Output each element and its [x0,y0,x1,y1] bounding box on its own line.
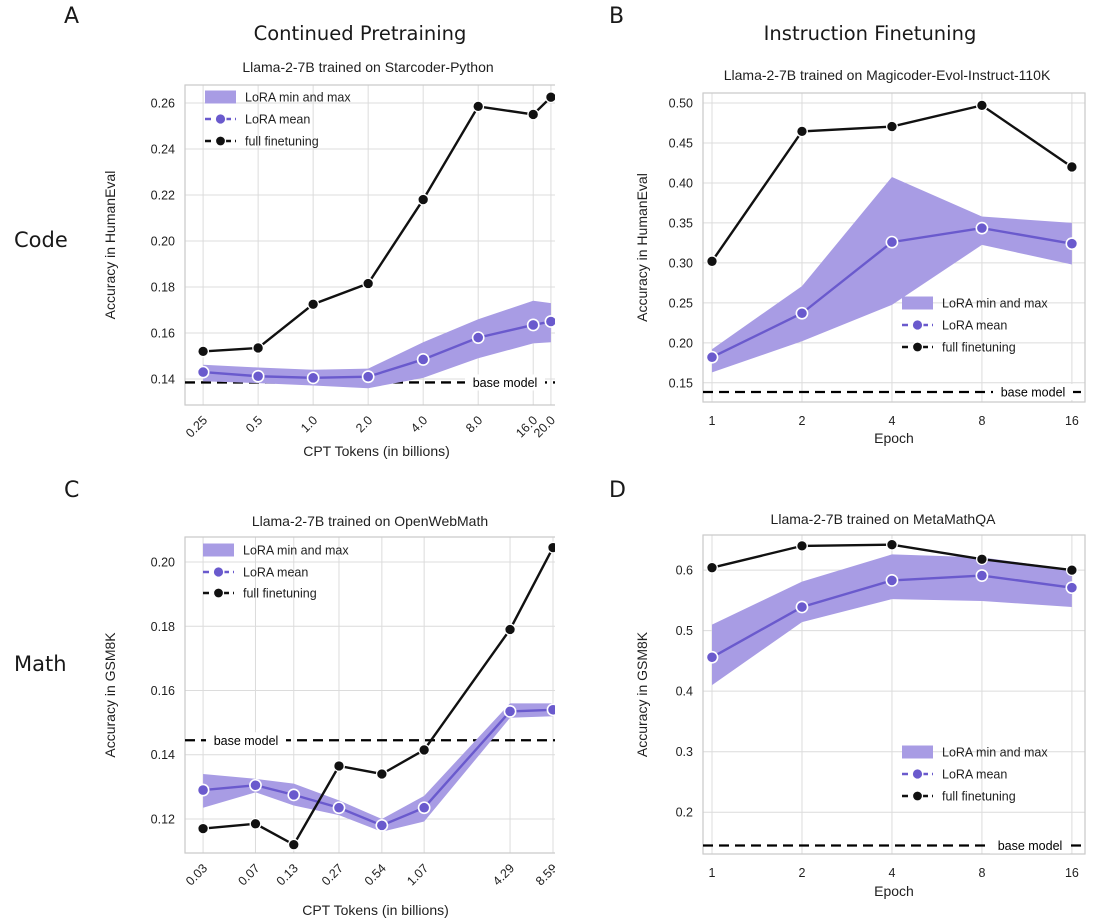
svg-text:Accuracy in GSM8K: Accuracy in GSM8K [634,631,650,757]
svg-text:0.5: 0.5 [243,413,265,435]
svg-text:16: 16 [1065,866,1079,880]
svg-text:0.40: 0.40 [669,176,693,190]
svg-text:0.22: 0.22 [151,188,175,202]
svg-text:0.26: 0.26 [151,96,175,110]
svg-text:base model: base model [214,734,279,748]
svg-text:0.24: 0.24 [151,142,175,156]
svg-text:0.30: 0.30 [669,256,693,270]
svg-text:0.45: 0.45 [669,136,693,150]
svg-text:0.3: 0.3 [676,745,693,759]
svg-text:CPT Tokens (in billions): CPT Tokens (in billions) [302,902,449,918]
svg-text:Llama-2-7B trained on Starcode: Llama-2-7B trained on Starcoder-Python [242,59,493,75]
svg-text:1: 1 [709,866,716,880]
svg-text:4.29: 4.29 [490,861,517,888]
svg-text:0.27: 0.27 [319,861,346,888]
svg-text:0.25: 0.25 [669,296,693,310]
svg-text:full finetuning: full finetuning [942,790,1016,804]
svg-text:1.0: 1.0 [298,413,320,435]
svg-text:Llama-2-7B trained on MetaMath: Llama-2-7B trained on MetaMathQA [771,511,997,527]
svg-text:16: 16 [1065,414,1079,428]
svg-text:0.50: 0.50 [669,96,693,110]
chart-panel-b: base model 1 2 4 8 16 0.15 0.20 0.25 0.30 0.35 0.40… [634,67,1086,446]
svg-text:0.03: 0.03 [183,861,210,888]
svg-text:Accuracy in HumanEval: Accuracy in HumanEval [634,173,650,322]
svg-text:0.14: 0.14 [151,748,175,762]
svg-text:0.16: 0.16 [151,684,175,698]
column-title-continued-pretraining: Continued Pretraining [253,22,467,45]
svg-text:Accuracy in HumanEval: Accuracy in HumanEval [102,171,118,320]
svg-text:2: 2 [798,414,805,428]
svg-text:1.07: 1.07 [404,861,431,888]
svg-text:8.0: 8.0 [463,413,485,435]
svg-text:0.16: 0.16 [151,326,175,340]
svg-text:LoRA min and max: LoRA min and max [243,544,349,558]
svg-text:2.0: 2.0 [353,413,375,435]
svg-text:0.18: 0.18 [151,280,175,294]
panel-letter-c: C [64,478,80,503]
svg-text:LoRA mean: LoRA mean [942,768,1007,782]
svg-text:2: 2 [798,866,805,880]
svg-text:full finetuning: full finetuning [243,587,317,601]
svg-text:full finetuning: full finetuning [942,341,1016,355]
svg-text:0.07: 0.07 [235,861,262,888]
svg-text:0.25: 0.25 [183,413,210,440]
svg-text:8: 8 [978,866,985,880]
svg-text:Epoch: Epoch [874,883,914,899]
panel-letter-a: A [64,4,80,29]
svg-text:0.4: 0.4 [676,685,693,699]
row-label-math: Math [14,652,67,676]
svg-text:0.12: 0.12 [151,812,175,826]
svg-text:0.18: 0.18 [151,620,175,634]
svg-text:4: 4 [888,866,895,880]
svg-text:base model: base model [1001,386,1066,400]
svg-text:8: 8 [978,414,985,428]
svg-text:Accuracy in GSM8K: Accuracy in GSM8K [102,632,118,758]
svg-text:base model: base model [998,839,1063,853]
svg-text:CPT Tokens (in billions): CPT Tokens (in billions) [303,443,450,459]
svg-text:LoRA mean: LoRA mean [243,566,308,580]
svg-text:0.5: 0.5 [676,624,693,638]
svg-text:Epoch: Epoch [874,430,914,446]
svg-text:0.2: 0.2 [676,806,693,820]
panel-letter-b: B [609,4,625,29]
svg-text:1: 1 [709,414,716,428]
svg-text:Llama-2-7B trained on Magicode: Llama-2-7B trained on Magicoder-Evol-Ins… [724,67,1051,83]
svg-text:base model: base model [473,376,538,390]
row-label-code: Code [14,228,68,252]
svg-text:0.6: 0.6 [676,564,693,578]
svg-text:4: 4 [888,414,895,428]
svg-text:0.20: 0.20 [669,336,693,350]
svg-text:Llama-2-7B trained on OpenWebM: Llama-2-7B trained on OpenWebMath [252,513,488,529]
svg-text:full finetuning: full finetuning [245,135,319,149]
chart-panel-c: base model 0.03 0.07 0.13 0.27 0.54 1.07 4.29 8.… [102,513,555,918]
svg-text:LoRA mean: LoRA mean [942,319,1007,333]
svg-text:0.20: 0.20 [151,234,175,248]
svg-text:0.14: 0.14 [151,373,175,387]
svg-text:0.54: 0.54 [362,861,389,888]
chart-panel-d: base model 1 2 4 8 16 0.2 0.3 0.4 0.5 0.6 Llama-2-7… [634,511,1086,899]
svg-text:0.35: 0.35 [669,216,693,230]
svg-text:LoRA min and max: LoRA min and max [942,746,1048,760]
svg-text:8.59: 8.59 [533,861,555,888]
svg-text:0.13: 0.13 [274,861,301,888]
svg-text:0.20: 0.20 [151,556,175,570]
svg-text:0.15: 0.15 [669,376,693,390]
svg-text:LoRA min and max: LoRA min and max [245,91,351,105]
column-title-instruction-finetuning: Instruction Finetuning [763,22,977,45]
svg-text:LoRA min and max: LoRA min and max [942,297,1048,311]
svg-text:LoRA mean: LoRA mean [245,113,310,127]
svg-text:20.0: 20.0 [531,413,555,440]
panel-letter-d: D [609,478,626,503]
svg-text:4.0: 4.0 [408,413,430,435]
